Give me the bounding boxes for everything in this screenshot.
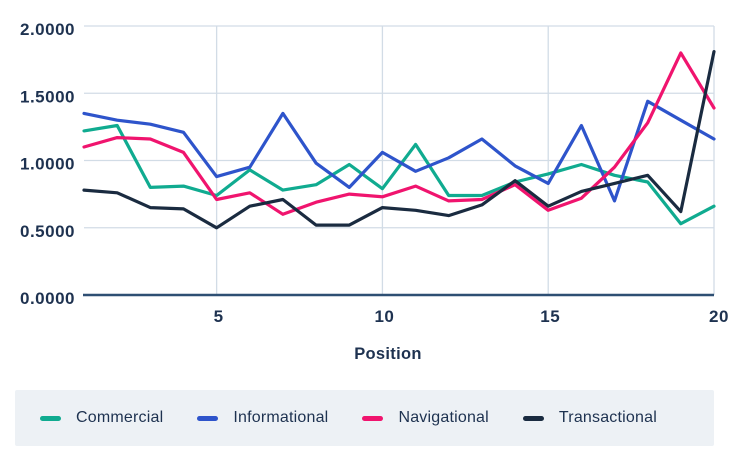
series-line-transactional [82,49,716,230]
legend-label-navigational: Navigational [398,409,489,426]
commercial-line-swatch-icon [40,415,61,421]
legend-item-informational[interactable]: Informational [197,409,328,427]
legend-item-navigational[interactable]: Navigational [362,409,489,427]
y-tick-label: 1.5000 [20,87,75,106]
line-chart: 2.0000 1.5000 1.0000 0.5000 0.0000 5 10 15 20 Pos… [20,20,729,363]
x-tick-label: 15 [540,307,560,326]
informational-line-swatch-icon [197,415,219,421]
y-tick-label: 0.0000 [20,289,75,308]
legend-label-informational: Informational [233,409,329,426]
y-tick-label: 1.0000 [20,155,75,174]
x-tick-label: 5 [214,307,224,326]
y-tick-label: 0.5000 [20,222,75,241]
x-tick-label: 20 [709,307,729,326]
series-line-navigational [82,51,716,216]
chart-legend: Commercial Informational Navigational Tr… [15,390,714,446]
transactional-line-swatch-icon [522,415,544,421]
navigational-line-swatch-icon [362,415,384,421]
legend-label-transactional: Transactional [558,409,657,426]
series-line-informational [82,99,716,203]
x-axis-title: Position [354,345,421,363]
legend-label-commercial: Commercial [76,409,164,426]
x-tick-label: 10 [374,307,394,326]
legend-item-commercial[interactable]: Commercial [40,409,163,427]
legend-item-transactional[interactable]: Transactional [522,409,657,427]
y-tick-label: 2.0000 [20,20,75,39]
